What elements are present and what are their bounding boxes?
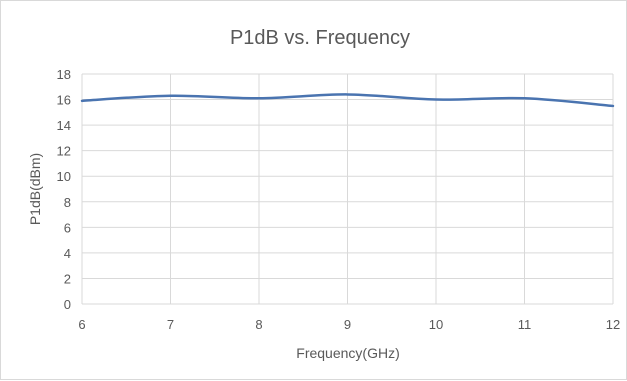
- y-tick-label: 16: [57, 93, 71, 108]
- x-axis-ticks: 6 7 8 9 10 11 12: [78, 317, 620, 332]
- y-tick-label: 2: [64, 271, 71, 286]
- x-tick-label: 9: [344, 317, 351, 332]
- x-tick-label: 12: [606, 317, 620, 332]
- x-tick-label: 8: [255, 317, 262, 332]
- x-tick-label: 7: [167, 317, 174, 332]
- y-tick-label: 12: [57, 144, 71, 159]
- x-tick-label: 6: [78, 317, 85, 332]
- x-axis-label: Frequency(GHz): [296, 345, 399, 361]
- chart-title: P1dB vs. Frequency: [230, 27, 410, 49]
- x-tick-label: 11: [518, 317, 532, 332]
- y-axis-label: P1dB(dBm): [27, 153, 43, 225]
- series-line: [80, 93, 615, 108]
- y-tick-label: 4: [64, 246, 71, 261]
- x-tick-label: 10: [429, 317, 443, 332]
- y-axis-ticks: 0 2 4 6 8 10 12 14 16 18: [57, 67, 71, 312]
- y-tick-label: 6: [64, 220, 71, 235]
- y-tick-label: 10: [57, 169, 71, 184]
- y-tick-label: 18: [57, 67, 71, 82]
- gridlines: [81, 73, 614, 305]
- y-tick-label: 8: [64, 195, 71, 210]
- y-tick-label: 14: [57, 118, 71, 133]
- y-tick-label: 0: [64, 297, 71, 312]
- series-layer: [80, 93, 615, 108]
